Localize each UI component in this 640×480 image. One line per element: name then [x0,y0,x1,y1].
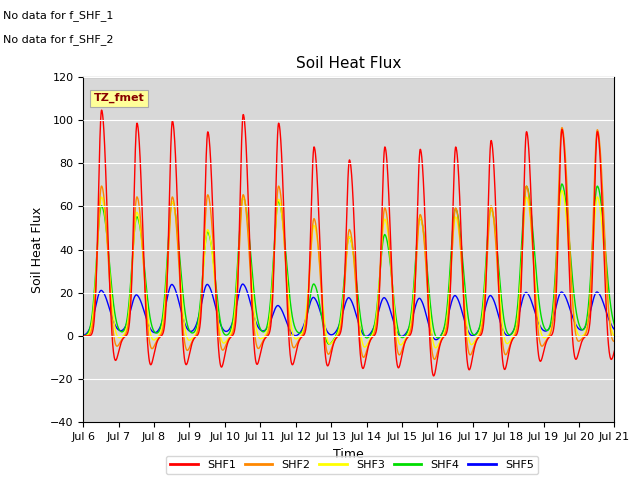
Text: No data for f_SHF_1: No data for f_SHF_1 [3,10,113,21]
Text: TZ_fmet: TZ_fmet [94,93,145,103]
X-axis label: Time: Time [333,448,364,461]
Legend: SHF1, SHF2, SHF3, SHF4, SHF5: SHF1, SHF2, SHF3, SHF4, SHF5 [166,456,538,474]
Title: Soil Heat Flux: Soil Heat Flux [296,57,401,72]
Y-axis label: Soil Heat Flux: Soil Heat Flux [31,206,44,293]
Text: No data for f_SHF_2: No data for f_SHF_2 [3,34,114,45]
